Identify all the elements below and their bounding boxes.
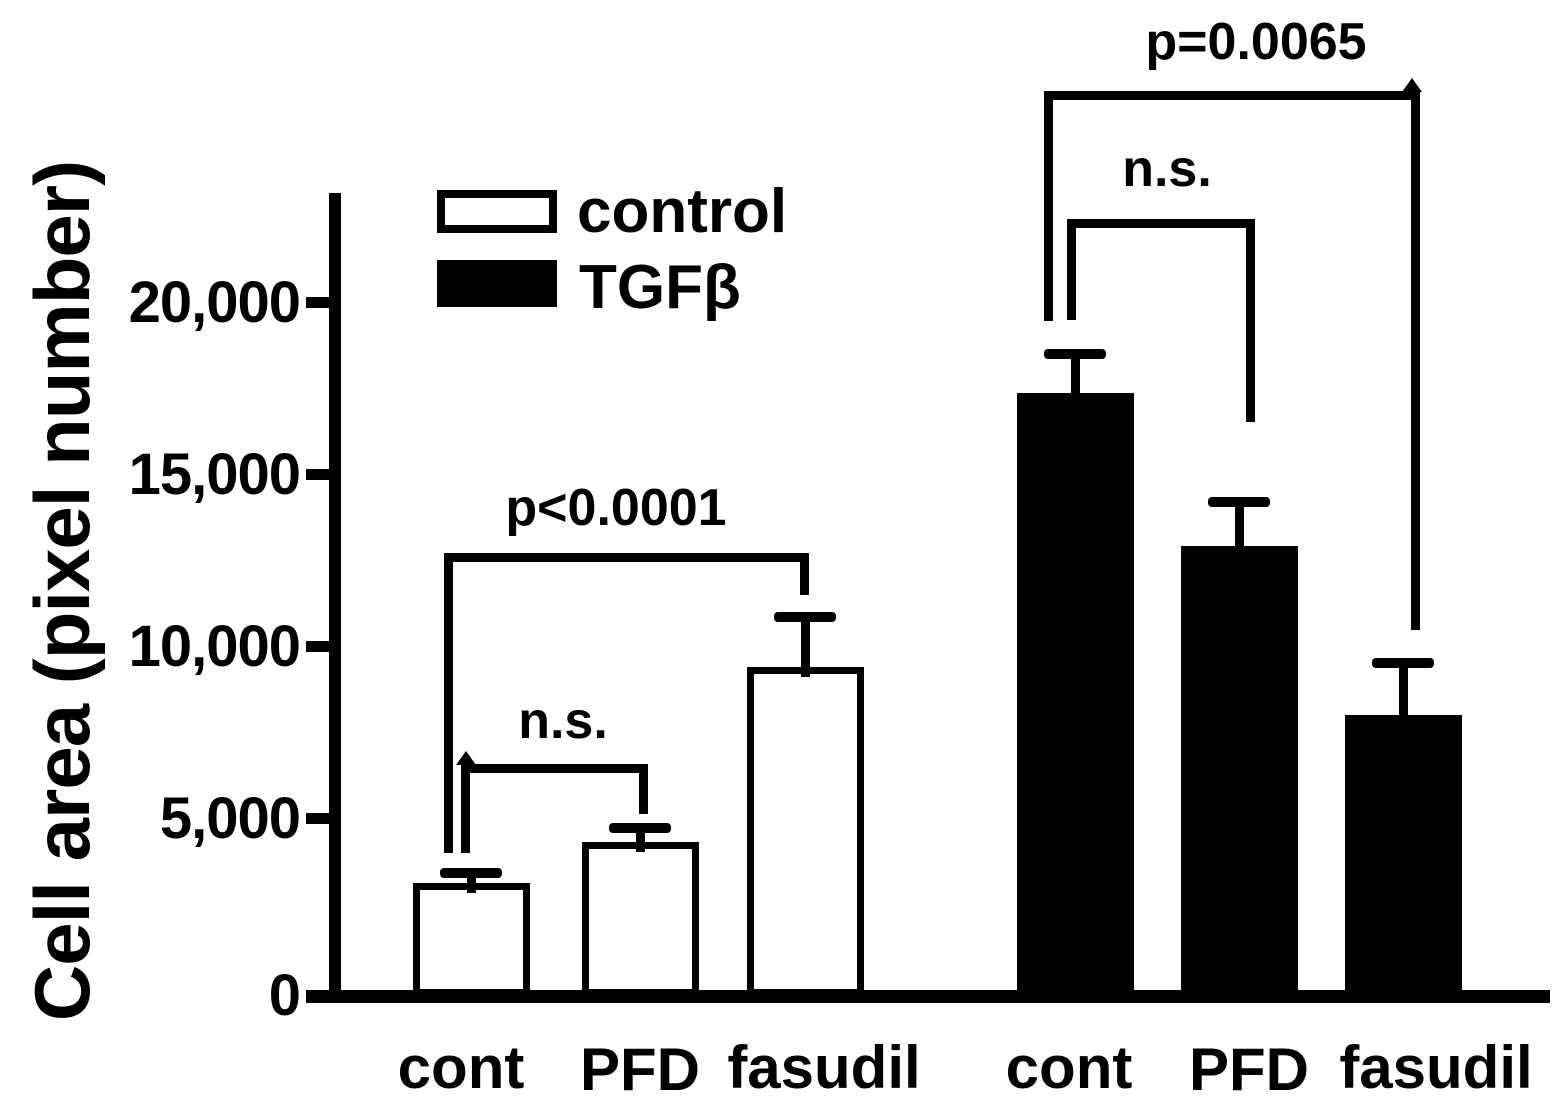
sig-bracket-left-ns-drop-left [461, 764, 470, 853]
y-axis-line [329, 193, 341, 1003]
sig-bracket-left-p-horizontal [444, 553, 809, 562]
error-cap-control-fasudil [774, 611, 836, 622]
y-tick-label-15000: 15,000 [128, 442, 301, 507]
x-tick-label-tgfb-pfd: PFD [1189, 1036, 1309, 1103]
error-cap-tgfb-fasudil [1372, 658, 1434, 669]
y-tick-15000 [306, 469, 329, 480]
x-tick-label-control-fasudil: fasudil [727, 1034, 921, 1101]
sig-label-right-p: p=0.0065 [1145, 13, 1367, 71]
error-whisker-control-PFD [635, 828, 645, 853]
y-tick-label-5000: 5,000 [159, 786, 301, 851]
y-tick-label-0: 0 [268, 963, 301, 1028]
sig-bracket-left-ns-arrowhead [456, 751, 476, 765]
sig-bracket-right-p-arrowhead [1402, 78, 1422, 92]
bar-tgfb-PFD [1180, 546, 1298, 996]
sig-label-left-ns: n.s. [518, 692, 608, 750]
sig-bracket-right-p-drop-right [1411, 91, 1420, 630]
legend-swatch-control [437, 190, 557, 233]
error-whisker-tgfb-PFD [1234, 501, 1244, 557]
y-tick-5000 [306, 813, 329, 824]
legend-label-control: control [577, 177, 788, 246]
error-cap-tgfb-PFD [1208, 496, 1270, 507]
sig-bracket-left-ns-horizontal [461, 764, 648, 773]
y-tick-20000 [306, 297, 329, 308]
error-cap-tgfb-cont [1044, 348, 1106, 359]
bar-control-fasudil [746, 666, 864, 996]
sig-bracket-right-p-horizontal [1044, 91, 1420, 100]
error-cap-control-cont [440, 868, 502, 879]
sig-bracket-left-p-drop-left [444, 553, 453, 853]
sig-label-right-ns: n.s. [1122, 140, 1212, 198]
bar-tgfb-fasudil [1344, 714, 1462, 996]
x-tick-label-control-cont: cont [397, 1034, 525, 1101]
y-tick-label-10000: 10,000 [128, 614, 301, 679]
error-whisker-tgfb-fasudil [1398, 663, 1408, 725]
sig-bracket-right-ns-drop-left [1067, 219, 1076, 320]
sig-bracket-right-p-drop-left [1044, 91, 1053, 321]
legend-swatch-tgfb [437, 260, 557, 307]
bar-tgfb-cont [1016, 393, 1134, 996]
x-tick-label-tgfb-cont: cont [1005, 1034, 1133, 1101]
error-whisker-tgfb-cont [1070, 353, 1080, 404]
legend-label-tgfb: TGFβ [579, 253, 741, 322]
sig-bracket-left-p-drop-right [800, 553, 809, 595]
sig-bracket-right-ns-horizontal [1067, 219, 1255, 228]
bar-control-PFD [581, 842, 699, 996]
sig-label-left-p: p<0.0001 [505, 479, 727, 537]
y-tick-10000 [306, 641, 329, 652]
x-tick-label-control-pfd: PFD [580, 1036, 700, 1103]
error-cap-control-PFD [609, 823, 671, 834]
sig-bracket-left-ns-drop-right [639, 764, 648, 814]
bar-control-cont [412, 883, 530, 996]
y-tick-label-20000: 20,000 [128, 270, 301, 335]
sig-bracket-right-ns-drop-right [1246, 219, 1255, 422]
error-whisker-control-cont [466, 873, 476, 894]
x-tick-label-tgfb-fasudil: fasudil [1339, 1034, 1533, 1101]
error-whisker-control-fasudil [800, 616, 810, 677]
